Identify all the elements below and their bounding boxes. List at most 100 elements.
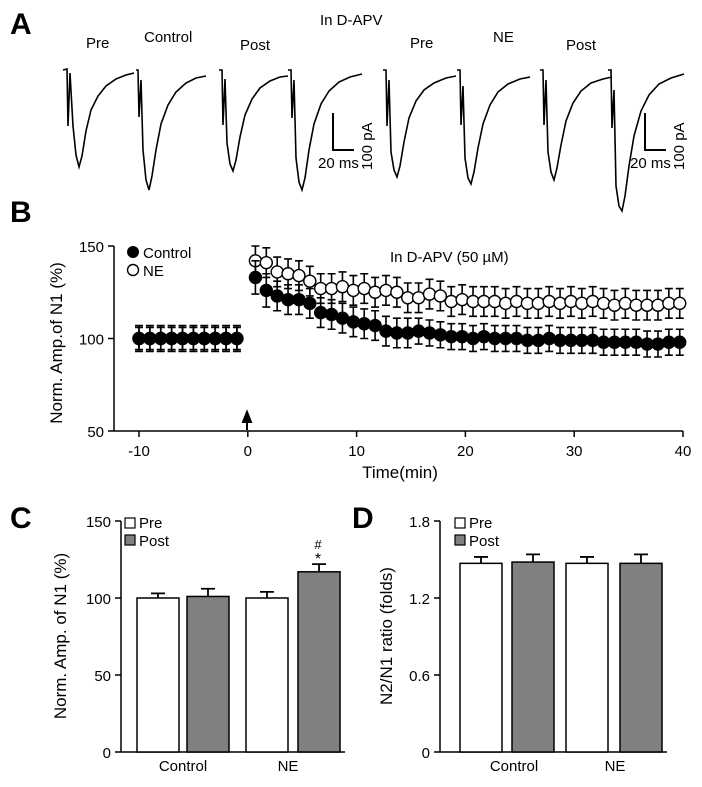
trace-label-control: Control (144, 29, 192, 46)
legend: Control NE (126, 245, 191, 280)
point-control (368, 318, 382, 333)
point-ne (542, 294, 556, 309)
point-ne (498, 296, 513, 311)
scale-time-label-ne: 20 ms (630, 155, 671, 172)
significance-hash: # (314, 537, 322, 552)
legend-swatch-pre (454, 517, 466, 529)
error-bar-pre-control (474, 556, 488, 564)
category-label-control: Control (159, 758, 207, 775)
point-ne (346, 283, 361, 298)
drug-onset-arrow (241, 409, 253, 430)
y-tick-label: 0 (422, 745, 430, 762)
bar-group (136, 563, 341, 753)
panel-b-chart: 50 100 150 -10 0 10 20 30 40 Norm. Amp.of N1 (%… (47, 239, 691, 482)
legend-label-pre: Pre (469, 515, 492, 532)
y-tick-label: 150 (86, 514, 111, 531)
bar-pre-control (459, 562, 503, 753)
point-control (651, 337, 665, 351)
point-ne (368, 285, 382, 299)
point-ne (433, 289, 448, 303)
legend-label-post: Post (139, 533, 170, 550)
trace-label-pre-ne: Pre (410, 35, 433, 52)
y-tick-label: 100 (79, 332, 104, 349)
point-ne (455, 292, 469, 307)
legend-swatch-post (124, 534, 136, 546)
error-bar-pre-ne (580, 556, 594, 564)
y-tick-label: 50 (94, 668, 111, 685)
bar-post-control (511, 561, 555, 753)
y-axis-title: Norm. Amp. of N1 (%) (51, 553, 70, 719)
x-tick-label: 30 (566, 443, 583, 460)
point-control (542, 331, 556, 346)
point-control (477, 329, 491, 344)
legend: Pre Post (454, 515, 500, 550)
legend-label-pre: Pre (139, 515, 162, 532)
point-ne (259, 255, 273, 270)
point-control (303, 296, 317, 311)
x-tick-group: -10 0 10 20 30 40 (128, 431, 691, 460)
legend: Pre Post (124, 515, 170, 550)
trace-group-label: In D-APV (320, 12, 383, 29)
legend-swatch-post (454, 534, 466, 546)
scale-time-label-control: 20 ms (318, 155, 359, 172)
panel-c-letter: C (10, 502, 32, 535)
y-tick-label: 100 (86, 591, 111, 608)
point-ne (553, 296, 567, 311)
x-tick-label: 10 (348, 443, 365, 460)
point-ne (281, 267, 295, 281)
point-control (313, 305, 328, 320)
point-control (455, 329, 469, 344)
trace-control-pre (62, 67, 135, 171)
y-tick-label: 1.2 (409, 591, 430, 608)
legend-label-ne: NE (143, 263, 164, 280)
point-control (585, 333, 600, 348)
point-control (411, 324, 426, 338)
trace-label-post-control: Post (240, 37, 271, 54)
bar-post-control (186, 595, 230, 753)
point-control (422, 326, 437, 340)
legend-label-control: Control (143, 245, 191, 262)
trace-label-pre-control: Pre (86, 35, 109, 52)
point-ne (379, 283, 393, 298)
point-ne (564, 294, 578, 309)
error-bar-post-ne (312, 563, 326, 572)
error-bar-pre-ne (260, 590, 274, 598)
bar-pre-control (136, 597, 180, 753)
y-tick-label: 0.6 (409, 668, 430, 685)
bar-pre-ne (245, 597, 289, 753)
point-control (531, 333, 545, 348)
point-ne (324, 281, 339, 296)
point-control (509, 331, 524, 346)
legend-marker-ne (126, 263, 140, 277)
point-ne (444, 294, 458, 309)
point-ne (575, 296, 589, 311)
point-control (248, 270, 263, 285)
y-axis-title: N2/N1 ratio (folds) (377, 567, 396, 705)
point-ne (607, 298, 622, 312)
bar-post-ne (297, 571, 341, 753)
panel-a-traces: In D-APV Pre Control Post Pre NE Post 20… (62, 12, 688, 214)
x-tick-label: 40 (675, 443, 692, 460)
point-control (357, 317, 371, 331)
x-tick-label: -10 (128, 443, 150, 460)
x-axis-title: Time(min) (362, 463, 438, 482)
error-bar-post-ne (634, 553, 648, 564)
y-tick-group: 0 0.6 1.2 1.8 (409, 514, 440, 762)
point-ne (509, 294, 524, 309)
legend-swatch-pre (124, 517, 136, 529)
point-ne (651, 298, 665, 312)
point-control (629, 335, 643, 349)
y-tick-label: 0 (103, 745, 111, 762)
panel-c-chart: 0 50 100 150 Control NE Norm. Amp. of N1 (%… (51, 514, 345, 775)
x-tick-label: 0 (244, 443, 252, 460)
point-control (346, 315, 361, 329)
trace-control-post (219, 69, 289, 174)
point-ne (390, 285, 404, 299)
panel-a-letter: A (10, 8, 32, 41)
point-ne (422, 287, 437, 301)
trace-ne-overlay (608, 69, 685, 214)
scale-amp-label-ne: 100 pA (671, 122, 688, 170)
point-control (379, 324, 393, 338)
trace-control-control (136, 69, 207, 191)
